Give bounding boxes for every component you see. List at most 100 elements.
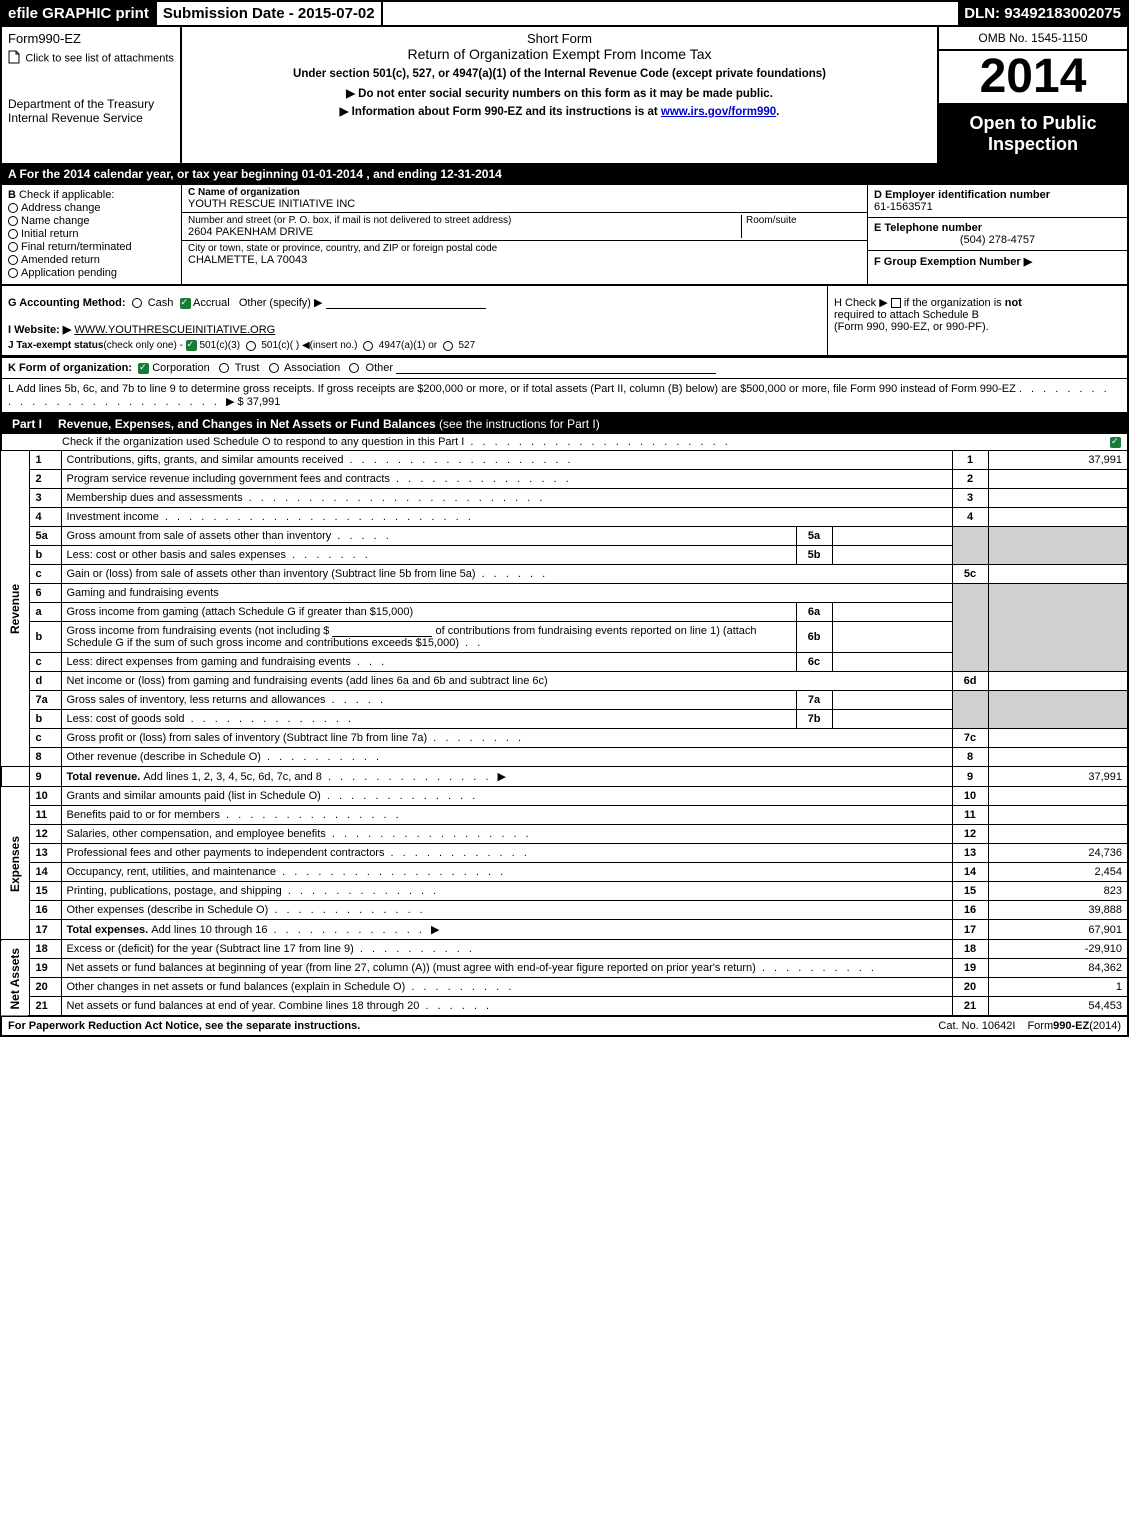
opt-name-change-label: Name change	[21, 215, 90, 227]
l6a-d: Gross income from gaming (attach Schedul…	[67, 606, 414, 618]
l4-n: 4	[29, 508, 61, 527]
opt-address-change[interactable]	[8, 203, 18, 213]
footer-mid: Cat. No. 10642I	[932, 1017, 1021, 1035]
l5a-n: 5a	[29, 527, 61, 546]
opt-amended-return-label: Amended return	[21, 254, 100, 266]
l6b-blank[interactable]	[332, 625, 432, 637]
h-text2: if the organization is	[904, 297, 1005, 309]
row-12: 12 Salaries, other compensation, and emp…	[1, 825, 1128, 844]
j-501c-radio[interactable]	[246, 341, 256, 351]
c-addr-label: Number and street (or P. O. box, if mail…	[188, 215, 741, 226]
part1-sub-text: Check if the organization used Schedule …	[62, 436, 464, 448]
box-c: C Name of organization YOUTH RESCUE INIT…	[182, 185, 867, 284]
l1-amt: 37,991	[988, 451, 1128, 470]
h-text4: (Form 990, 990-EZ, or 990-PF).	[834, 321, 989, 333]
l2-rn: 2	[952, 470, 988, 489]
website-value[interactable]: WWW.YOUTHRESCUEINITIATIVE.ORG	[74, 324, 275, 336]
l18-n: 18	[29, 940, 61, 959]
l6b-n: b	[29, 622, 61, 653]
l6-n: 6	[29, 584, 61, 603]
rowA-begin: 01-01-2014	[302, 167, 363, 181]
attachment-icon[interactable]	[8, 50, 20, 67]
form-name: Form990-EZ	[8, 31, 174, 46]
l6c-n: c	[29, 653, 61, 672]
box-e: E Telephone number (504) 278-4757	[868, 218, 1127, 251]
l7b-n: b	[29, 710, 61, 729]
j-o4: 527	[458, 340, 475, 351]
l13-n: 13	[29, 844, 61, 863]
footer: For Paperwork Reduction Act Notice, see …	[0, 1017, 1129, 1037]
l21-d: Net assets or fund balances at end of ye…	[67, 1000, 420, 1012]
opt-final-return[interactable]	[8, 242, 18, 252]
k-other-radio[interactable]	[349, 363, 359, 373]
row-11: 11 Benefits paid to or for members . . .…	[1, 806, 1128, 825]
l7-grey-rn	[952, 691, 988, 729]
row-16: 16 Other expenses (describe in Schedule …	[1, 901, 1128, 920]
l11-rn: 11	[952, 806, 988, 825]
l1-rn: 1	[952, 451, 988, 470]
org-name: YOUTH RESCUE INITIATIVE INC	[188, 198, 861, 210]
l16-amt: 39,888	[988, 901, 1128, 920]
k-o4: Other	[366, 362, 394, 374]
l7b-d: Less: cost of goods sold	[67, 713, 185, 725]
click-attachments-link[interactable]: Click to see list of attachments	[25, 53, 174, 65]
i-label: I Website: ▶	[8, 324, 71, 336]
opt-name-change[interactable]	[8, 216, 18, 226]
arrow-line-2: ▶ Information about Form 990-EZ and its …	[188, 104, 931, 118]
l17-d: Total expenses.	[67, 924, 152, 936]
k-trust-radio[interactable]	[219, 363, 229, 373]
l10-n: 10	[29, 787, 61, 806]
row-5a: 5a Gross amount from sale of assets othe…	[1, 527, 1128, 546]
row-19: 19 Net assets or fund balances at beginn…	[1, 959, 1128, 978]
g-label: G Accounting Method:	[8, 297, 126, 309]
g-accrual-check[interactable]	[180, 298, 191, 309]
row-l: L Add lines 5b, 6c, and 7b to line 9 to …	[0, 379, 1129, 414]
l5b-d: Less: cost or other basis and sales expe…	[67, 549, 287, 561]
l5c-d: Gain or (loss) from sale of assets other…	[67, 568, 476, 580]
rowA-mid: , and ending	[366, 167, 440, 181]
return-title: Return of Organization Exempt From Incom…	[188, 46, 931, 62]
row-6d: d Net income or (loss) from gaming and f…	[1, 672, 1128, 691]
l7c-rn: 7c	[952, 729, 988, 748]
g-cash-radio[interactable]	[132, 298, 142, 308]
k-o2: Trust	[235, 362, 260, 374]
opt-application-pending[interactable]	[8, 268, 18, 278]
k-other-blank[interactable]	[396, 362, 716, 374]
k-assoc-radio[interactable]	[269, 363, 279, 373]
row-3: 3 Membership dues and assessments . . . …	[1, 489, 1128, 508]
row-8: 8 Other revenue (describe in Schedule O)…	[1, 748, 1128, 767]
footer-right: Form990-EZ(2014)	[1021, 1017, 1127, 1035]
l5c-rn: 5c	[952, 565, 988, 584]
j-501c3-check[interactable]	[186, 340, 197, 351]
g-accrual-label: Accrual	[193, 297, 230, 309]
l17-d2: Add lines 10 through 16	[151, 924, 267, 936]
j-4947-radio[interactable]	[363, 341, 373, 351]
k-corp-check[interactable]	[138, 363, 149, 374]
l8-amt	[988, 748, 1128, 767]
k-o3: Association	[284, 362, 340, 374]
g-other-blank[interactable]	[326, 297, 486, 309]
irs-link[interactable]: www.irs.gov/form990	[661, 106, 776, 118]
l19-n: 19	[29, 959, 61, 978]
part1-schedule-o-check[interactable]	[1110, 437, 1121, 448]
k-label: K Form of organization:	[8, 362, 132, 374]
l6a-n: a	[29, 603, 61, 622]
row-6: 6 Gaming and fundraising events	[1, 584, 1128, 603]
l2-d: Program service revenue including govern…	[67, 473, 390, 485]
l21-n: 21	[29, 997, 61, 1017]
l5a-d: Gross amount from sale of assets other t…	[67, 530, 332, 542]
l15-d: Printing, publications, postage, and shi…	[67, 885, 282, 897]
opt-final-return-label: Final return/terminated	[21, 241, 132, 253]
opt-initial-return[interactable]	[8, 229, 18, 239]
j-527-radio[interactable]	[443, 341, 453, 351]
l13-d: Professional fees and other payments to …	[67, 847, 385, 859]
spacer	[383, 2, 959, 25]
l6b-val	[832, 622, 952, 653]
opt-amended-return[interactable]	[8, 255, 18, 265]
l11-n: 11	[29, 806, 61, 825]
row-2: 2 Program service revenue including gove…	[1, 470, 1128, 489]
h-checkbox[interactable]	[891, 298, 901, 308]
part1-sub: Check if the organization used Schedule …	[0, 434, 1129, 450]
l14-rn: 14	[952, 863, 988, 882]
l7c-amt	[988, 729, 1128, 748]
